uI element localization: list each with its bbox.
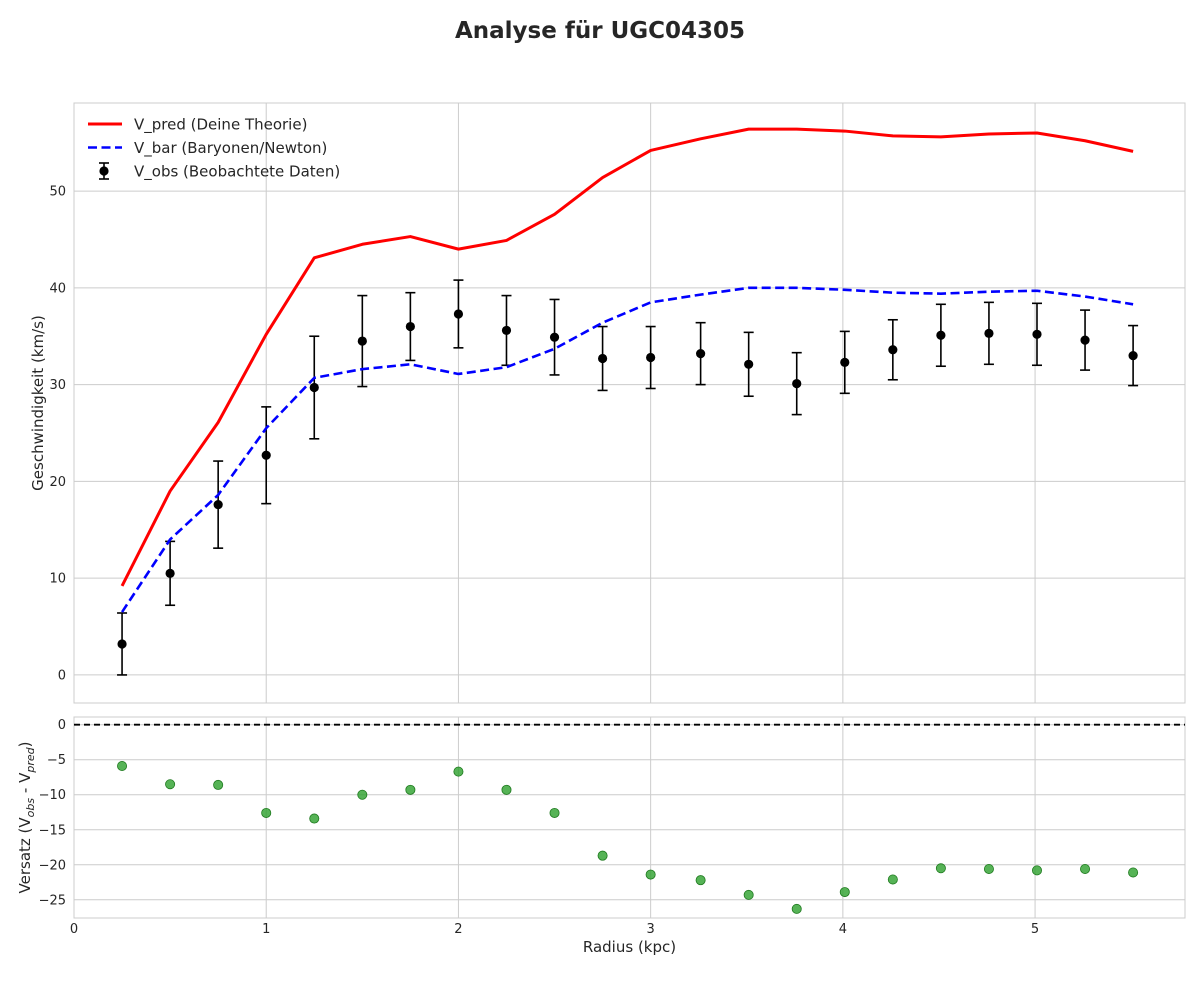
legend-label: V_obs (Beobachtete Daten): [134, 163, 340, 182]
residual-y-tick-label: −5: [47, 753, 66, 768]
legend: V_pred (Deine Theorie) V_bar (Baryonen/Ne…: [88, 116, 340, 182]
v-obs-point: [165, 568, 175, 578]
velocity-gridlines: [73, 103, 1185, 703]
residual-y-tick-label: −10: [39, 788, 66, 803]
legend-label: V_pred (Deine Theorie): [134, 116, 307, 135]
velocity-y-tick-label: 50: [49, 185, 66, 200]
v-obs-point: [936, 330, 946, 340]
ylabel-text: - V: [16, 772, 34, 798]
residual-y-axis-label: Versatz (Vobs - Vpred): [16, 742, 37, 894]
v-obs-point: [792, 379, 802, 389]
residual-point: [695, 875, 706, 886]
residual-y-tick-label: −15: [39, 823, 66, 838]
residual-point: [645, 869, 656, 880]
x-tick-label: 5: [1031, 922, 1039, 937]
x-tick-label: 2: [454, 922, 462, 937]
v-obs-point: [1032, 329, 1042, 339]
residual-point: [357, 789, 368, 800]
velocity-y-tick-label: 0: [58, 668, 66, 683]
residual-point: [213, 779, 224, 790]
residual-y-tick-label: 0: [58, 718, 66, 733]
x-tick-labels: 0 1 2 3 4 5: [70, 922, 1039, 937]
residual-point: [309, 813, 320, 824]
v-obs-point: [405, 321, 415, 332]
residual-y-tick-label: −25: [39, 893, 66, 908]
x-tick-label: 3: [647, 922, 655, 937]
velocity-y-tick-label: 40: [49, 281, 66, 296]
residual-y-tick-labels: 0 −5 −10 −15 −20 −25: [39, 718, 66, 908]
residual-point: [261, 807, 272, 818]
ylabel-subscript: pred: [24, 746, 37, 773]
v-obs-point: [213, 500, 223, 510]
v-obs-point: [646, 352, 656, 363]
residual-plot-area: [73, 716, 1186, 919]
v-obs-point: [549, 332, 560, 342]
ylabel-text: ): [16, 742, 34, 748]
legend-v-obs-marker: [99, 166, 109, 176]
residual-point: [165, 779, 176, 790]
v-obs-point: [117, 639, 127, 649]
residual-panel: 0 −5 −10 −15 −20 −25 0 1 2 3 4 5 Radius (kpc) Vers…: [16, 716, 1186, 956]
velocity-series: [117, 127, 1139, 676]
legend-label: V_bar (Baryonen/Newton): [134, 139, 327, 158]
residual-point: [549, 807, 560, 818]
v-obs-point: [597, 353, 608, 364]
x-tick-label: 0: [70, 922, 78, 937]
v-bar-line: [120, 286, 1134, 613]
residual-y-tick-label: −20: [39, 858, 66, 873]
residual-point: [117, 761, 128, 772]
velocity-y-tick-label: 20: [49, 475, 66, 490]
residual-point: [743, 889, 754, 900]
residual-series: [74, 723, 1185, 914]
residual-point: [887, 874, 898, 885]
residual-point: [1031, 865, 1042, 876]
velocity-y-tick-label: 30: [49, 378, 66, 393]
velocity-y-tick-label: 10: [49, 572, 66, 587]
residual-point: [1128, 867, 1139, 878]
v-obs-point: [453, 309, 464, 319]
v-obs-point: [984, 328, 994, 338]
residual-point: [453, 766, 464, 777]
figure-title: Analyse für UGC04305: [455, 18, 745, 44]
velocity-y-tick-labels: 0 10 20 30 40 50: [49, 185, 66, 684]
v-obs-point: [501, 325, 512, 336]
v-pred-line: [120, 127, 1134, 587]
v-obs-point: [888, 345, 898, 355]
residual-point: [501, 784, 512, 795]
v-obs-point: [357, 336, 367, 346]
velocity-plot-area: [73, 102, 1186, 704]
v-obs-point: [261, 450, 271, 460]
v-obs-point: [1080, 335, 1090, 345]
v-obs-point: [1128, 350, 1138, 361]
ylabel-subscript: obs: [24, 798, 37, 818]
residual-point: [935, 863, 946, 874]
residual-point: [791, 903, 802, 914]
v-obs-point: [309, 382, 319, 393]
velocity-y-axis-label: Geschwindigkeit (km/s): [29, 315, 47, 491]
x-axis-label: Radius (kpc): [583, 938, 676, 956]
residual-point: [983, 863, 994, 874]
velocity-panel: 0 10 20 30 40 50 V_pred (Deine Theorie) V_bar …: [29, 102, 1186, 704]
residual-point: [405, 784, 416, 795]
residual-point: [597, 850, 608, 861]
v-obs-point: [744, 359, 754, 369]
residual-point: [839, 887, 850, 898]
ylabel-text: Versatz (V: [16, 817, 34, 894]
v-obs-point: [840, 357, 850, 367]
x-tick-label: 1: [262, 922, 270, 937]
v-obs-point: [696, 349, 706, 359]
x-tick-label: 4: [839, 922, 847, 937]
residual-point: [1080, 863, 1091, 874]
